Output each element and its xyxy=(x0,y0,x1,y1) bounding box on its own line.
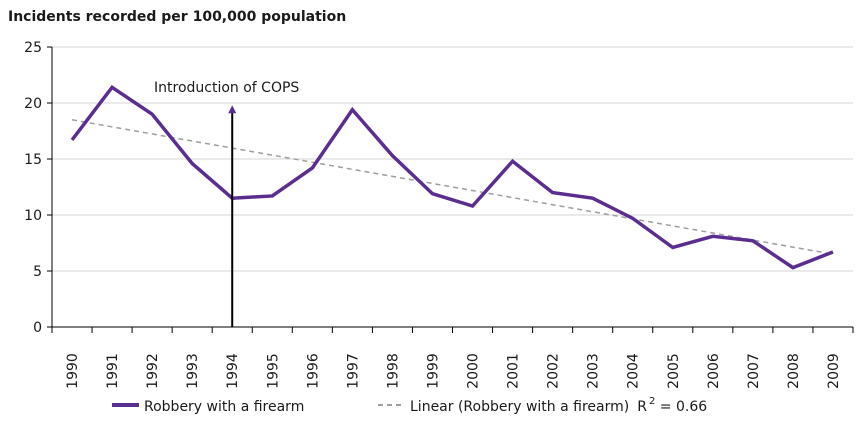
x-tick-label-2005: 2005 xyxy=(666,353,682,389)
y-tick-label-5: 5 xyxy=(33,264,42,280)
x-tick-label-2007: 2007 xyxy=(746,353,762,389)
y-tick-label-10: 10 xyxy=(24,208,42,224)
y-tick-label-20: 20 xyxy=(24,96,42,112)
y-tick-label-25: 25 xyxy=(24,40,42,56)
gridlines xyxy=(52,46,853,272)
x-tick-label-1995: 1995 xyxy=(265,353,281,389)
x-tick-label-1992: 1992 xyxy=(145,353,161,389)
chart-title: Incidents recorded per 100,000 populatio… xyxy=(8,9,346,25)
cops-annotation-label: Introduction of COPS xyxy=(154,80,299,96)
legend-trend-name: Linear (Robbery with a firearm) xyxy=(410,399,629,415)
x-tick-label-2000: 2000 xyxy=(466,353,482,389)
legend: Robbery with a firearm Linear (Robbery w… xyxy=(112,396,707,415)
legend-label-trendline: Linear (Robbery with a firearm) R 2 = 0.66 xyxy=(410,396,707,415)
y-tick-label-0: 0 xyxy=(33,320,42,336)
x-tick-label-2009: 2009 xyxy=(826,353,842,389)
x-tick-label-2001: 2001 xyxy=(506,353,522,389)
x-tick-label-2003: 2003 xyxy=(586,353,602,389)
x-tick-label-1991: 1991 xyxy=(105,353,121,389)
x-tick-label-1994: 1994 xyxy=(225,353,241,389)
trendline-group xyxy=(71,119,834,255)
x-tick-label-1998: 1998 xyxy=(385,353,401,389)
r-squared-label: R xyxy=(637,399,647,415)
x-tick-label-1999: 1999 xyxy=(425,353,441,389)
x-tick-label-2008: 2008 xyxy=(786,353,802,389)
r-squared-sup: 2 xyxy=(649,396,655,407)
legend-label-robbery: Robbery with a firearm xyxy=(144,399,304,415)
x-tick-label-2002: 2002 xyxy=(546,353,562,389)
x-tick-label-1997: 1997 xyxy=(345,353,361,389)
trendline xyxy=(71,119,834,255)
y-axis: 0 5 10 15 20 25 xyxy=(24,40,53,336)
cops-annotation-arrowhead xyxy=(228,105,237,114)
x-axis: 1990 1991 1992 1993 1994 1995 1996 1997 1998 1999… xyxy=(51,326,854,389)
r-squared-value: = 0.66 xyxy=(655,399,707,415)
x-tick-label-2004: 2004 xyxy=(626,353,642,389)
annotation-group: Introduction of COPS xyxy=(154,80,299,327)
x-tick-label-1996: 1996 xyxy=(305,353,321,389)
y-tick-label-15: 15 xyxy=(24,152,42,168)
series-line-robbery xyxy=(70,84,834,270)
x-tick-label-2006: 2006 xyxy=(706,353,722,389)
x-tick-label-1993: 1993 xyxy=(185,353,201,389)
series-group xyxy=(70,84,834,270)
x-tick-label-1990: 1990 xyxy=(65,353,81,389)
